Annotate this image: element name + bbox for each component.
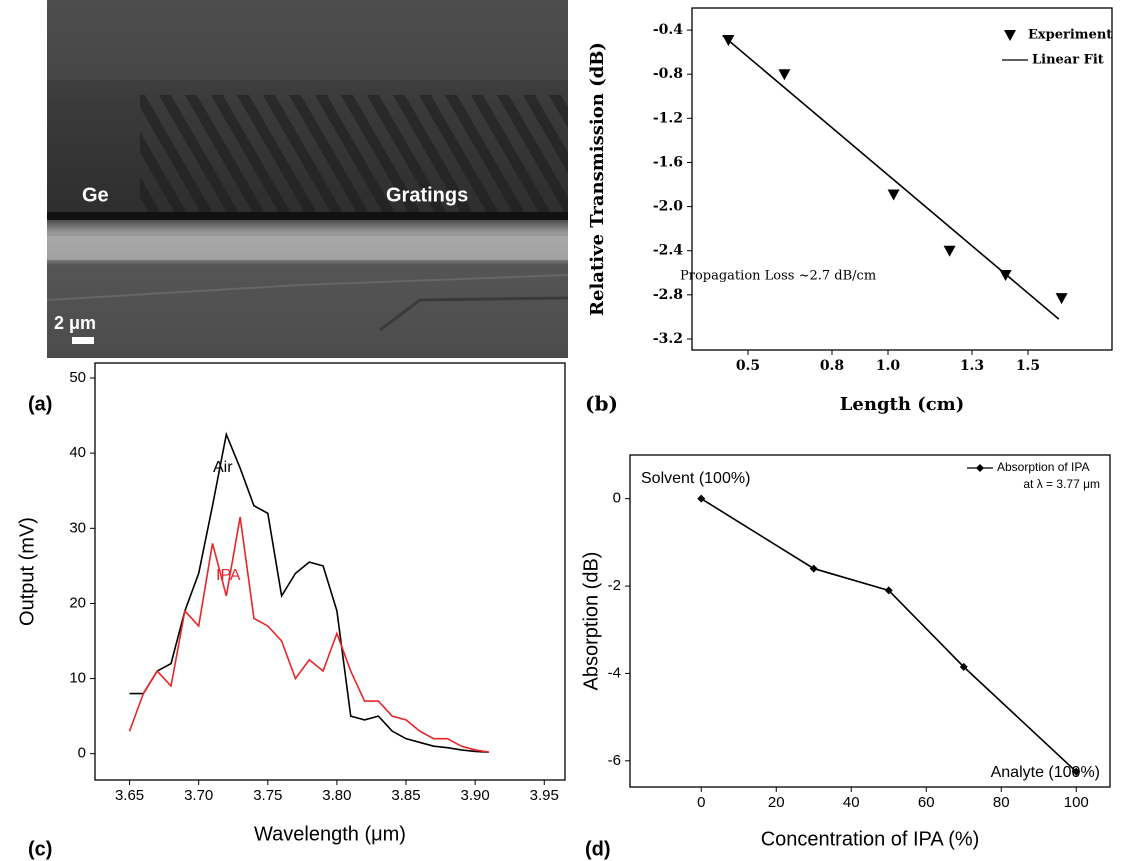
y-tick-label: -0.4 xyxy=(653,22,683,38)
y-tick-label: 10 xyxy=(69,670,86,687)
y-axis-title: Absorption (dB) xyxy=(580,552,602,691)
image-label: Ge xyxy=(82,184,109,206)
series-line xyxy=(128,516,490,753)
x-tick-label: 1.0 xyxy=(876,358,901,374)
annotation: Air xyxy=(213,459,233,476)
y-tick-label: 30 xyxy=(69,519,86,536)
marker xyxy=(1072,767,1081,776)
y-axis-title: Relative Transmission (dB) xyxy=(587,42,608,316)
plot-frame xyxy=(691,7,1113,351)
panel-label: (c) xyxy=(28,838,52,860)
x-tick-label: 40 xyxy=(843,794,860,811)
x-tick-label: 0.5 xyxy=(736,358,760,374)
y-tick-label: -0.8 xyxy=(653,66,683,82)
x-tick-label: 3.80 xyxy=(322,787,351,804)
x-tick-label: 0 xyxy=(697,794,705,811)
plot-frame xyxy=(94,362,566,781)
x-tick-label: 60 xyxy=(918,794,935,811)
y-tick-label: -2.8 xyxy=(653,287,683,303)
chart: 3.65 3.70 3.75 3.80 3.85 3.90 3.95 0 10 20 30 40 50 W… xyxy=(16,362,566,860)
y-tick-label: -1.2 xyxy=(653,110,683,126)
marker xyxy=(697,494,706,503)
x-tick-label: 3.95 xyxy=(530,787,559,804)
x-tick-label: 3.75 xyxy=(253,787,282,804)
y-tick-label: -4 xyxy=(608,664,621,681)
legend-note: at λ = 3.77 μm xyxy=(1023,477,1100,491)
x-tick-label: 3.90 xyxy=(461,787,490,804)
annotation: Propagation Loss ~2.7 dB/cm xyxy=(680,269,876,284)
y-tick-label: 0 xyxy=(613,490,621,507)
y-tick-label: -2 xyxy=(608,577,621,594)
panel-label: (a) xyxy=(28,393,52,415)
series-line xyxy=(700,498,1077,773)
marker xyxy=(959,662,968,671)
legend-marker xyxy=(976,464,984,472)
marker xyxy=(943,245,956,257)
y-tick-label: -6 xyxy=(608,752,621,769)
marker xyxy=(884,586,893,595)
x-tick-label: 80 xyxy=(993,794,1010,811)
y-tick-label: 40 xyxy=(69,444,86,461)
panel-label: (b) xyxy=(585,392,618,416)
legend-marker xyxy=(1004,30,1016,41)
x-tick-label: 1.3 xyxy=(960,358,984,374)
x-tick-label: 3.65 xyxy=(115,787,144,804)
series-line xyxy=(129,431,490,753)
series-line xyxy=(722,34,1060,320)
chart: 0 20 40 60 80 100 0 -2 -4 -6 Concentration of IPA … xyxy=(580,454,1111,860)
chart: 0.5 0.8 1.0 1.3 1.5 -0.4 -0.8 -1.2 -1.6 -2.0 -2.4 -… xyxy=(585,7,1113,416)
legend-label: Linear Fit xyxy=(1032,53,1104,68)
image-label: Gratings xyxy=(386,184,468,206)
x-tick-label: 1.5 xyxy=(1016,358,1040,374)
legend-label: Experiment xyxy=(1028,28,1112,43)
x-tick-label: 3.85 xyxy=(391,787,420,804)
panel-label: (d) xyxy=(585,838,611,860)
plot-frame xyxy=(629,454,1111,788)
y-tick-label: -1.6 xyxy=(653,154,683,170)
y-axis-title: Output (mV) xyxy=(16,517,38,626)
marker xyxy=(887,189,900,201)
scale-bar-label: 2 μm xyxy=(54,313,96,333)
y-tick-label: -3.2 xyxy=(653,331,683,347)
x-tick-label: 0.8 xyxy=(820,358,844,374)
x-axis-title: Wavelength (μm) xyxy=(254,823,406,845)
legend-label: Absorption of IPA xyxy=(997,460,1090,474)
y-tick-label: 20 xyxy=(69,594,86,611)
x-tick-label: 20 xyxy=(768,794,785,811)
y-tick-label: 50 xyxy=(69,369,86,386)
y-tick-label: -2.4 xyxy=(653,243,683,259)
x-tick-label: 3.70 xyxy=(184,787,213,804)
sem-image: Ge Gratings 2 μm xyxy=(47,0,568,358)
x-axis-title: Length (cm) xyxy=(840,394,965,415)
legend-box xyxy=(965,456,1106,498)
marker xyxy=(1055,293,1068,305)
y-tick-label: 0 xyxy=(78,745,86,762)
x-axis-title: Concentration of IPA (%) xyxy=(761,828,980,850)
marker xyxy=(809,564,818,573)
x-tick-label: 100 xyxy=(1064,794,1089,811)
y-tick-label: -2.0 xyxy=(653,199,683,215)
marker xyxy=(778,69,791,81)
annotation: Solvent (100%) xyxy=(641,470,750,487)
annotation: Analyte (100%) xyxy=(991,764,1100,781)
